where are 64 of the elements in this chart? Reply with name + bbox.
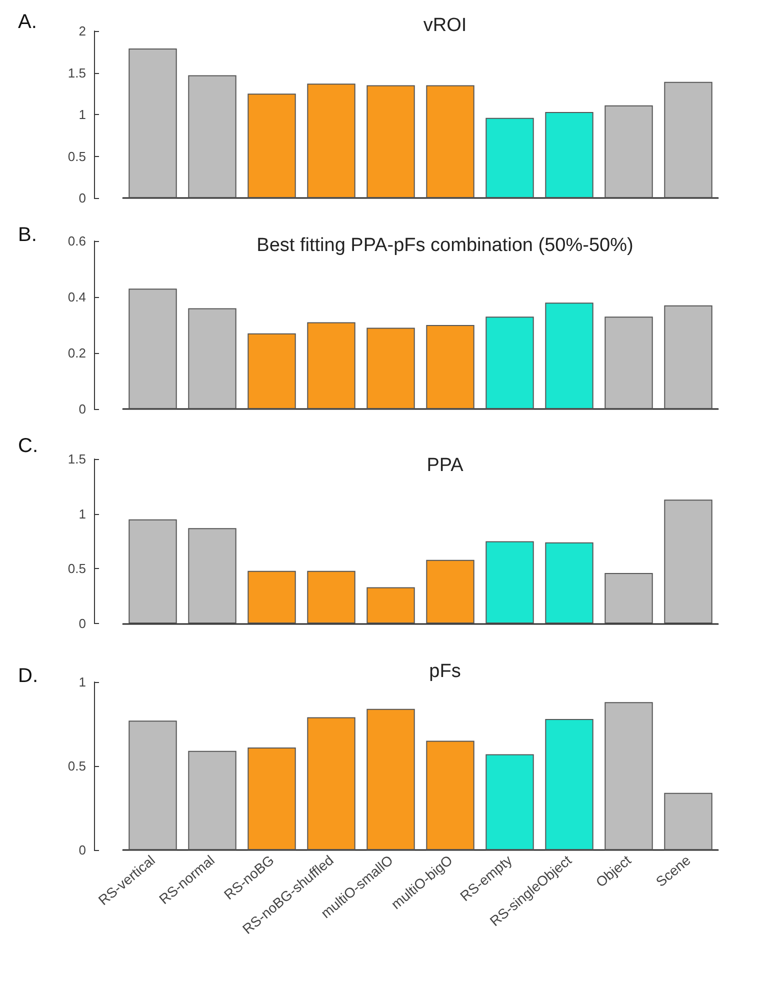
y-tick-label: 0 [78, 616, 86, 631]
bar [604, 316, 653, 409]
y-tick-label: 1 [78, 506, 86, 522]
bar [366, 587, 415, 624]
bar [486, 754, 534, 850]
bar [426, 560, 474, 624]
y-tick-label: 0 [78, 402, 86, 416]
bar [366, 85, 415, 198]
bar [128, 288, 177, 409]
bar [188, 528, 236, 624]
y-tick-label: 1 [78, 674, 86, 690]
y-tick-label: 0.4 [68, 290, 86, 304]
bar [307, 84, 356, 198]
bar [248, 748, 296, 850]
y-tick-label: 2 [78, 24, 86, 38]
text: C. [18, 435, 38, 457]
bar [545, 302, 594, 409]
bar [486, 118, 534, 198]
y-tick-label: 0.5 [68, 561, 86, 576]
bar [664, 500, 712, 624]
bar [128, 720, 177, 850]
bar [664, 82, 712, 198]
y-tick-label: 1.5 [68, 65, 86, 80]
bar [188, 308, 236, 409]
bar [426, 85, 474, 198]
y-tick-label: 1 [78, 107, 86, 122]
bar [545, 718, 594, 850]
bar [366, 328, 415, 409]
y-tick-label: 0 [78, 842, 86, 858]
bar [545, 112, 594, 198]
bar [307, 570, 356, 624]
text: B. [18, 224, 37, 246]
bar [426, 325, 474, 409]
bar [366, 708, 415, 850]
bar [307, 717, 356, 850]
bar [664, 305, 712, 409]
y-tick-label: 0.6 [68, 234, 86, 248]
bar [604, 105, 653, 198]
bar [128, 48, 177, 198]
bar [604, 702, 653, 850]
y-tick-label: 0 [78, 190, 86, 206]
bar [248, 570, 296, 624]
chart-title: vROI [423, 15, 467, 36]
bar [426, 740, 474, 850]
bar [545, 542, 594, 624]
y-tick-label: 0.2 [68, 346, 86, 360]
bar [188, 75, 236, 198]
y-tick-label: 0.5 [68, 758, 86, 774]
chart-title: pFs [429, 661, 461, 682]
bar [248, 333, 296, 409]
chart-title: Best fitting PPA-pFs combination (50%-50%) [256, 235, 634, 256]
y-tick-label: 1.5 [68, 452, 86, 466]
bar [664, 792, 712, 850]
text: D. [18, 665, 38, 687]
bar [604, 573, 653, 624]
bar [307, 322, 356, 409]
text: A. [18, 11, 37, 33]
bar [486, 316, 534, 409]
bar [188, 750, 236, 850]
bar [486, 541, 534, 624]
bar [248, 94, 296, 198]
bar [128, 519, 177, 624]
chart-title: PPA [426, 455, 464, 476]
y-tick-label: 0.5 [68, 148, 86, 164]
